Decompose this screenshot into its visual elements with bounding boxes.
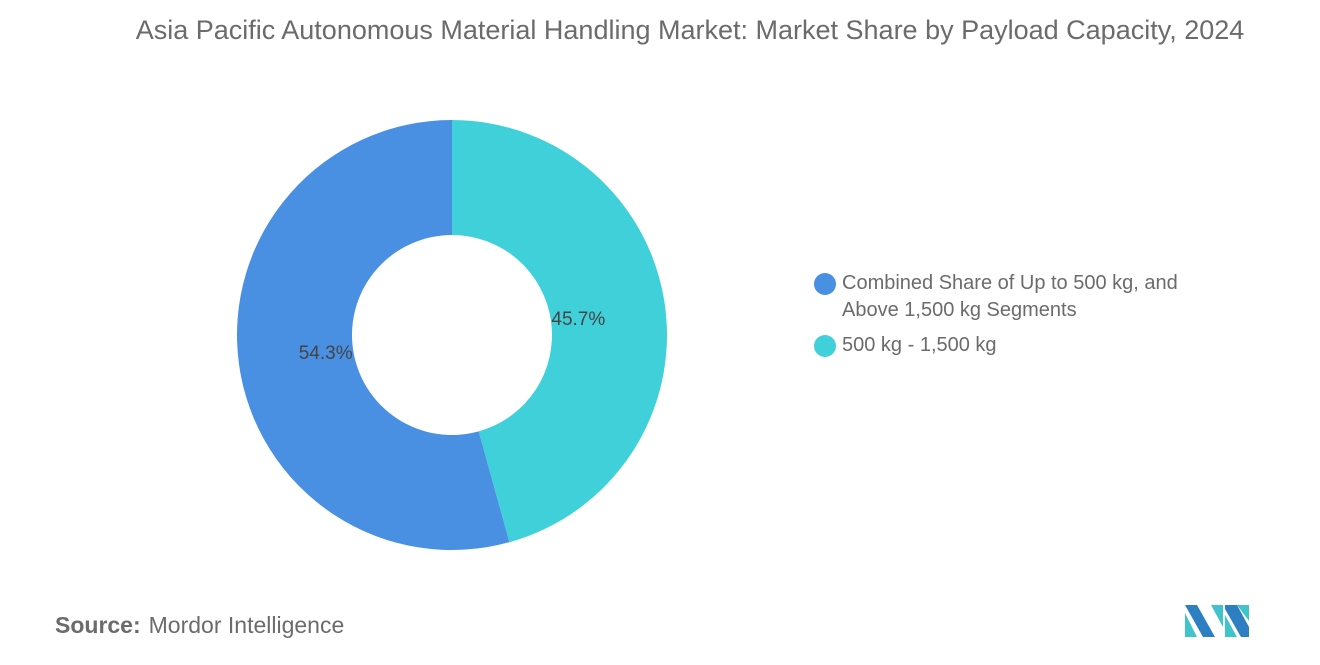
legend-label: Combined Share of Up to 500 kg, and Abov… <box>842 272 1178 321</box>
legend-swatch <box>814 273 836 295</box>
source-value: Mordor Intelligence <box>148 612 345 638</box>
legend-item[interactable]: 500 kg - 1,500 kg <box>814 332 1234 359</box>
legend-label: 500 kg - 1,500 kg <box>842 334 997 356</box>
legend-swatch <box>814 335 836 357</box>
source-label: Source: <box>55 612 141 638</box>
slice-data-label: 45.7% <box>551 309 605 330</box>
legend: Combined Share of Up to 500 kg, and Abov… <box>814 270 1234 367</box>
legend-item[interactable]: Combined Share of Up to 500 kg, and Abov… <box>814 270 1234 324</box>
source-note: Source: Mordor Intelligence <box>55 612 344 639</box>
slice-data-label: 54.3% <box>299 343 353 364</box>
donut-slice[interactable] <box>236 120 510 551</box>
donut-slice[interactable] <box>452 120 667 543</box>
mordor-intelligence-logo <box>1185 605 1249 637</box>
chart-title: Asia Pacific Autonomous Material Handlin… <box>135 15 1245 45</box>
